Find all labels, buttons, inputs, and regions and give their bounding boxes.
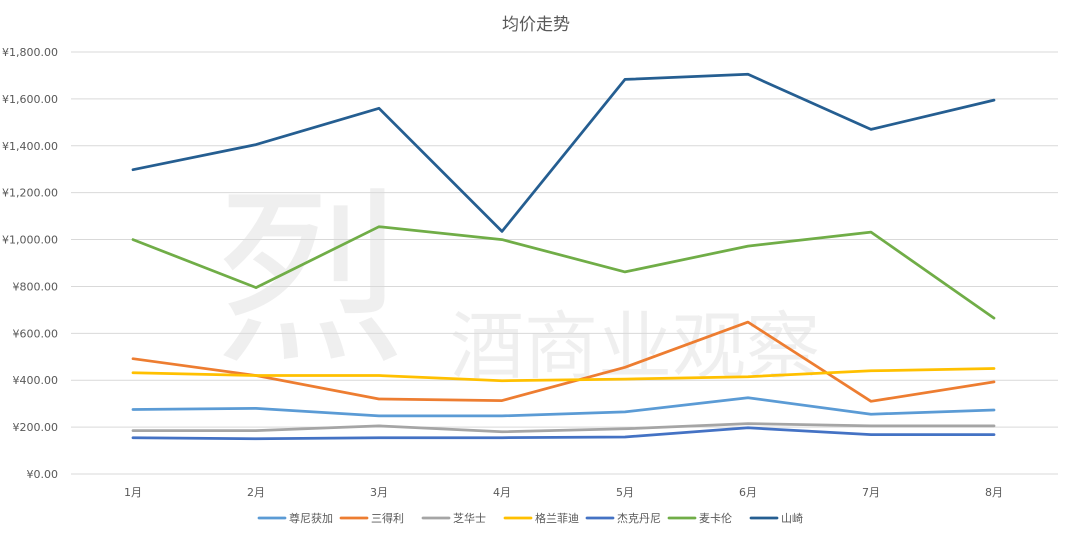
- legend-item: 三得利: [339, 512, 404, 525]
- legend-item: 芝华士: [421, 511, 486, 525]
- y-tick-label: ¥600.00: [13, 327, 59, 340]
- y-tick-label: ¥400.00: [13, 374, 59, 387]
- legend: 尊尼获加 三得利 芝华士 格兰菲迪 杰克丹尼 麦卡伦 山崎: [257, 511, 803, 525]
- y-axis-ticks: ¥0.00 ¥200.00 ¥400.00 ¥600.00 ¥800.00 ¥1,000.…: [2, 46, 58, 481]
- y-tick-label: ¥0.00: [27, 468, 59, 481]
- x-tick-label: 3月: [370, 486, 388, 499]
- legend-label: 杰克丹尼: [617, 512, 661, 525]
- x-tick-label: 5月: [616, 486, 634, 499]
- legend-label: 麦卡伦: [699, 511, 732, 525]
- y-tick-label: ¥1,800.00: [2, 46, 58, 59]
- series-line: [131, 72, 996, 233]
- watermark: 烈 酒商业观察: [215, 169, 820, 390]
- legend-label: 芝华士: [453, 511, 486, 525]
- legend-item: 麦卡伦: [667, 511, 732, 525]
- x-tick-label: 2月: [247, 486, 265, 499]
- y-tick-label: ¥1,000.00: [2, 234, 58, 247]
- series-line: [131, 396, 996, 418]
- chart-title: 均价走势: [502, 15, 570, 35]
- series-line: [131, 422, 996, 434]
- y-tick-label: ¥1,600.00: [2, 93, 58, 106]
- x-tick-label: 1月: [124, 486, 142, 499]
- x-tick-label: 8月: [985, 486, 1003, 499]
- legend-item: 杰克丹尼: [585, 512, 661, 525]
- legend-label: 尊尼获加: [289, 511, 333, 525]
- series-line: [131, 367, 996, 383]
- y-tick-label: ¥1,200.00: [2, 187, 58, 200]
- legend-label: 三得利: [371, 512, 404, 525]
- series-line: [131, 320, 996, 403]
- legend-item: 尊尼获加: [257, 511, 333, 525]
- x-tick-label: 6月: [739, 486, 757, 499]
- series-line: [131, 225, 996, 320]
- legend-label: 山崎: [781, 511, 803, 525]
- y-tick-label: ¥200.00: [13, 421, 59, 434]
- x-tick-label: 7月: [862, 486, 880, 499]
- legend-item: 山崎: [749, 511, 803, 525]
- y-tick-label: ¥800.00: [13, 280, 59, 293]
- series-lines: [131, 72, 996, 441]
- series-line: [131, 426, 996, 441]
- x-tick-label: 4月: [493, 486, 511, 499]
- x-axis-ticks: 1月 2月 3月 4月 5月 6月 7月 8月: [124, 486, 1003, 499]
- y-tick-label: ¥1,400.00: [2, 140, 58, 153]
- legend-label: 格兰菲迪: [535, 511, 579, 525]
- legend-item: 格兰菲迪: [503, 511, 579, 525]
- watermark-char: 烈: [215, 169, 405, 390]
